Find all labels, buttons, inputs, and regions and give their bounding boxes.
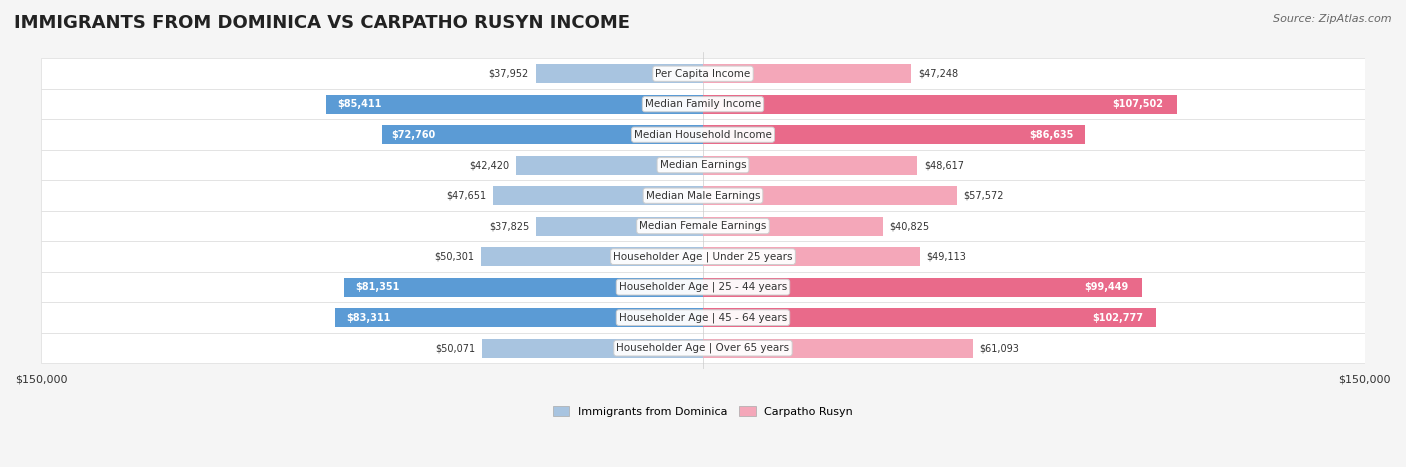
Text: $57,572: $57,572 (963, 191, 1004, 201)
Text: $107,502: $107,502 (1112, 99, 1163, 109)
Text: $102,777: $102,777 (1092, 312, 1143, 323)
FancyBboxPatch shape (41, 272, 1365, 303)
Bar (326, 95, 703, 113)
Bar (703, 308, 1156, 327)
FancyBboxPatch shape (41, 303, 1365, 333)
Bar (703, 156, 918, 175)
Bar (703, 125, 1085, 144)
Bar (382, 125, 703, 144)
FancyBboxPatch shape (41, 58, 1365, 89)
Text: Median Earnings: Median Earnings (659, 160, 747, 170)
Text: $47,651: $47,651 (446, 191, 486, 201)
Bar (481, 247, 703, 266)
Text: $50,071: $50,071 (436, 343, 475, 353)
FancyBboxPatch shape (41, 333, 1365, 363)
FancyBboxPatch shape (41, 180, 1365, 211)
Bar (536, 217, 703, 236)
FancyBboxPatch shape (41, 120, 1365, 150)
Text: Householder Age | Over 65 years: Householder Age | Over 65 years (616, 343, 790, 354)
FancyBboxPatch shape (41, 211, 1365, 241)
Text: Median Male Earnings: Median Male Earnings (645, 191, 761, 201)
Text: Householder Age | 45 - 64 years: Householder Age | 45 - 64 years (619, 312, 787, 323)
Bar (703, 247, 920, 266)
Text: $81,351: $81,351 (354, 282, 399, 292)
FancyBboxPatch shape (41, 89, 1365, 120)
Text: Median Female Earnings: Median Female Earnings (640, 221, 766, 231)
Text: Per Capita Income: Per Capita Income (655, 69, 751, 79)
Text: $61,093: $61,093 (979, 343, 1019, 353)
Bar (703, 95, 1177, 113)
Text: $72,760: $72,760 (392, 130, 436, 140)
Bar (703, 64, 911, 83)
Bar (336, 308, 703, 327)
Text: Householder Age | Under 25 years: Householder Age | Under 25 years (613, 251, 793, 262)
Text: $49,113: $49,113 (927, 252, 966, 262)
Legend: Immigrants from Dominica, Carpatho Rusyn: Immigrants from Dominica, Carpatho Rusyn (548, 401, 858, 421)
Text: $86,635: $86,635 (1029, 130, 1074, 140)
Bar (492, 186, 703, 205)
Bar (344, 278, 703, 297)
Bar (482, 339, 703, 358)
Bar (703, 339, 973, 358)
Text: $50,301: $50,301 (434, 252, 474, 262)
Text: $37,952: $37,952 (489, 69, 529, 79)
Text: IMMIGRANTS FROM DOMINICA VS CARPATHO RUSYN INCOME: IMMIGRANTS FROM DOMINICA VS CARPATHO RUS… (14, 14, 630, 32)
Bar (536, 64, 703, 83)
Text: $48,617: $48,617 (924, 160, 965, 170)
Text: Householder Age | 25 - 44 years: Householder Age | 25 - 44 years (619, 282, 787, 292)
Text: Median Household Income: Median Household Income (634, 130, 772, 140)
Bar (703, 186, 957, 205)
Text: $99,449: $99,449 (1084, 282, 1129, 292)
Text: $85,411: $85,411 (337, 99, 382, 109)
Text: $42,420: $42,420 (470, 160, 509, 170)
Text: Median Family Income: Median Family Income (645, 99, 761, 109)
Text: Source: ZipAtlas.com: Source: ZipAtlas.com (1274, 14, 1392, 24)
Bar (516, 156, 703, 175)
FancyBboxPatch shape (41, 150, 1365, 180)
Text: $37,825: $37,825 (489, 221, 530, 231)
Text: $83,311: $83,311 (346, 312, 391, 323)
Bar (703, 217, 883, 236)
FancyBboxPatch shape (41, 241, 1365, 272)
Text: $40,825: $40,825 (890, 221, 929, 231)
Bar (703, 278, 1142, 297)
Text: $47,248: $47,248 (918, 69, 957, 79)
